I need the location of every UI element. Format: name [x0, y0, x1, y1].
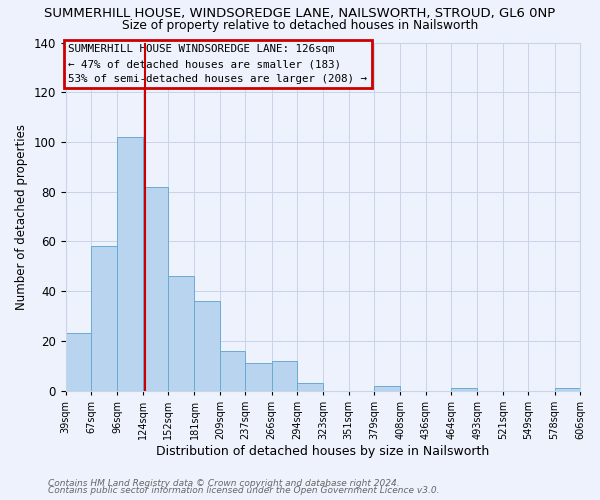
Bar — [374, 386, 400, 390]
Text: Contains public sector information licensed under the Open Government Licence v3: Contains public sector information licen… — [48, 486, 439, 495]
Bar — [272, 360, 297, 390]
Bar — [91, 246, 118, 390]
Text: SUMMERHILL HOUSE WINDSOREDGE LANE: 126sqm
← 47% of detached houses are smaller (: SUMMERHILL HOUSE WINDSOREDGE LANE: 126sq… — [68, 44, 367, 84]
Bar — [245, 363, 272, 390]
Bar — [65, 334, 91, 390]
Text: Contains HM Land Registry data © Crown copyright and database right 2024.: Contains HM Land Registry data © Crown c… — [48, 478, 400, 488]
X-axis label: Distribution of detached houses by size in Nailsworth: Distribution of detached houses by size … — [156, 444, 490, 458]
Y-axis label: Number of detached properties: Number of detached properties — [15, 124, 28, 310]
Bar — [168, 276, 194, 390]
Bar — [220, 351, 245, 391]
Bar — [194, 301, 220, 390]
Bar — [554, 388, 580, 390]
Bar — [118, 137, 143, 390]
Text: SUMMERHILL HOUSE, WINDSOREDGE LANE, NAILSWORTH, STROUD, GL6 0NP: SUMMERHILL HOUSE, WINDSOREDGE LANE, NAIL… — [44, 8, 556, 20]
Bar — [451, 388, 478, 390]
Bar — [297, 383, 323, 390]
Text: Size of property relative to detached houses in Nailsworth: Size of property relative to detached ho… — [122, 18, 478, 32]
Bar — [143, 186, 168, 390]
